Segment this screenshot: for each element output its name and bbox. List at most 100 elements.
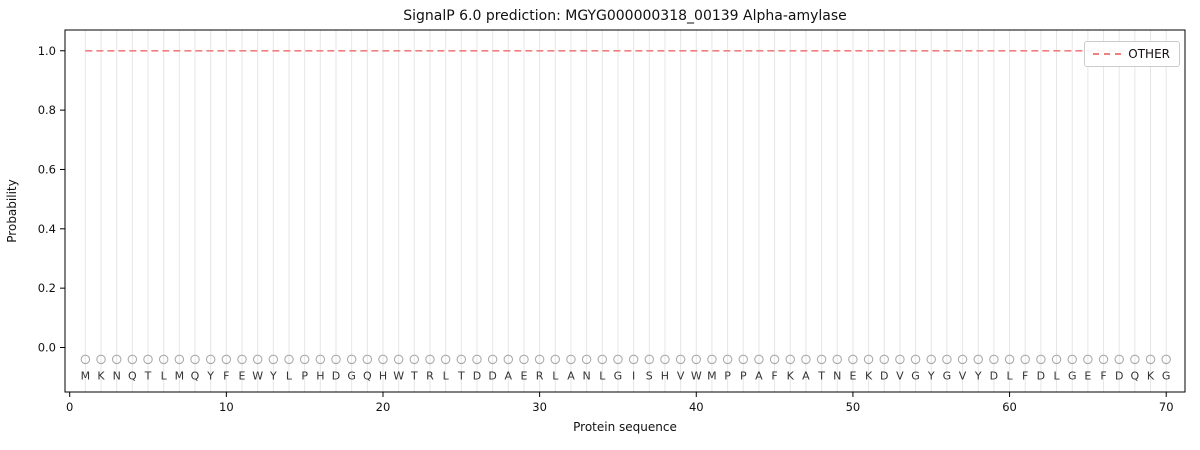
residue-letter: K [1147, 370, 1155, 383]
residue-letter: Q [363, 370, 372, 383]
residue-marker [1067, 354, 1077, 365]
residue-letter: G [347, 370, 356, 383]
residue-marker [722, 354, 733, 365]
residue-marker [284, 354, 294, 365]
residue-marker [127, 354, 138, 365]
residue-letter: I [632, 370, 635, 383]
residue-letter: L [443, 370, 450, 383]
residue-letter: T [457, 370, 465, 383]
residue-marker [581, 354, 592, 365]
residue-marker [440, 354, 451, 365]
residue-letter: L [552, 370, 559, 383]
legend: OTHER [1084, 41, 1180, 67]
residue-letter: Q [191, 370, 200, 383]
residue-marker [989, 354, 999, 365]
residue-letter: Y [206, 370, 214, 383]
residue-marker [1114, 354, 1124, 365]
residue-letter: M [175, 370, 185, 383]
chart-title: SignalP 6.0 prediction: MGYG000000318_00… [403, 8, 847, 24]
residue-marker [1036, 354, 1046, 365]
residue-letter: D [488, 370, 496, 383]
residue-marker [331, 354, 341, 365]
residue-letter: H [379, 370, 387, 383]
residue-marker [456, 354, 467, 365]
residue-marker [519, 354, 529, 365]
residue-marker [425, 354, 435, 365]
residue-letter: K [787, 370, 795, 383]
residue-letter: A [505, 370, 513, 383]
residue-marker [80, 354, 91, 365]
residue-marker [848, 354, 858, 365]
residue-letter: L [161, 370, 168, 383]
residue-letter: P [301, 370, 308, 383]
residue-letter: T [144, 370, 152, 383]
residue-marker [957, 354, 968, 365]
residue-letter: E [239, 370, 246, 383]
x-tick-label: 30 [532, 400, 547, 414]
residue-letter: A [802, 370, 810, 383]
residue-marker [769, 354, 780, 365]
residue-letter: E [1084, 370, 1091, 383]
residue-letter: W [252, 370, 263, 383]
x-tick-label: 50 [846, 400, 861, 414]
residue-letter: V [677, 370, 685, 383]
y-tick-label: 0.0 [38, 340, 56, 354]
residue-letter: D [880, 370, 888, 383]
residue-marker [111, 354, 122, 365]
residue-letter: D [1037, 370, 1045, 383]
residue-marker [801, 354, 811, 365]
residue-marker [863, 354, 874, 365]
residue-marker [1020, 354, 1030, 365]
residue-marker [566, 354, 576, 365]
residue-marker [362, 354, 373, 365]
residue-marker [550, 354, 561, 365]
residue-letter: E [520, 370, 527, 383]
residue-letter: G [943, 370, 952, 383]
residue-letter: R [426, 370, 434, 383]
residue-letter: T [410, 370, 418, 383]
residue-marker [205, 354, 216, 365]
residue-letter: N [833, 370, 841, 383]
residue-marker [174, 354, 185, 365]
residue-letter: Q [1131, 370, 1140, 383]
residue-marker [96, 354, 106, 365]
residue-letter: M [81, 370, 91, 383]
x-tick-label: 10 [219, 400, 234, 414]
residue-letter: A [567, 370, 575, 383]
residue-marker [503, 354, 514, 365]
residue-marker [816, 354, 827, 365]
residue-letter: H [316, 370, 324, 383]
residue-marker [675, 354, 686, 365]
residue-marker [942, 354, 952, 365]
residue-marker [1098, 354, 1109, 365]
residue-marker [378, 354, 388, 365]
residue-marker [707, 354, 717, 365]
residue-marker [221, 354, 232, 365]
residue-marker [346, 354, 357, 365]
residue-marker [738, 354, 749, 365]
residue-marker [472, 354, 482, 365]
y-axis-label: Probability [5, 179, 19, 243]
residue-marker [628, 354, 639, 365]
residue-letter: R [536, 370, 544, 383]
residue-marker [487, 354, 498, 365]
x-tick-label: 60 [1002, 400, 1017, 414]
residue-marker [1130, 354, 1140, 365]
residue-letter: D [473, 370, 481, 383]
residue-letter: F [1100, 370, 1106, 383]
residue-marker [237, 354, 247, 365]
legend-dashed-line-icon [1093, 53, 1122, 55]
residue-marker [393, 354, 404, 365]
residue-marker [879, 354, 889, 365]
residue-letter: P [740, 370, 747, 383]
residue-letter: M [707, 370, 717, 383]
residue-letter: F [223, 370, 229, 383]
residue-letter: F [1022, 370, 1028, 383]
y-tick-label: 0.4 [38, 222, 56, 236]
residue-letter: Y [974, 370, 982, 383]
residue-marker [910, 354, 921, 365]
y-tick-label: 1.0 [38, 44, 56, 58]
residue-marker [534, 354, 545, 365]
residue-marker [660, 354, 670, 365]
